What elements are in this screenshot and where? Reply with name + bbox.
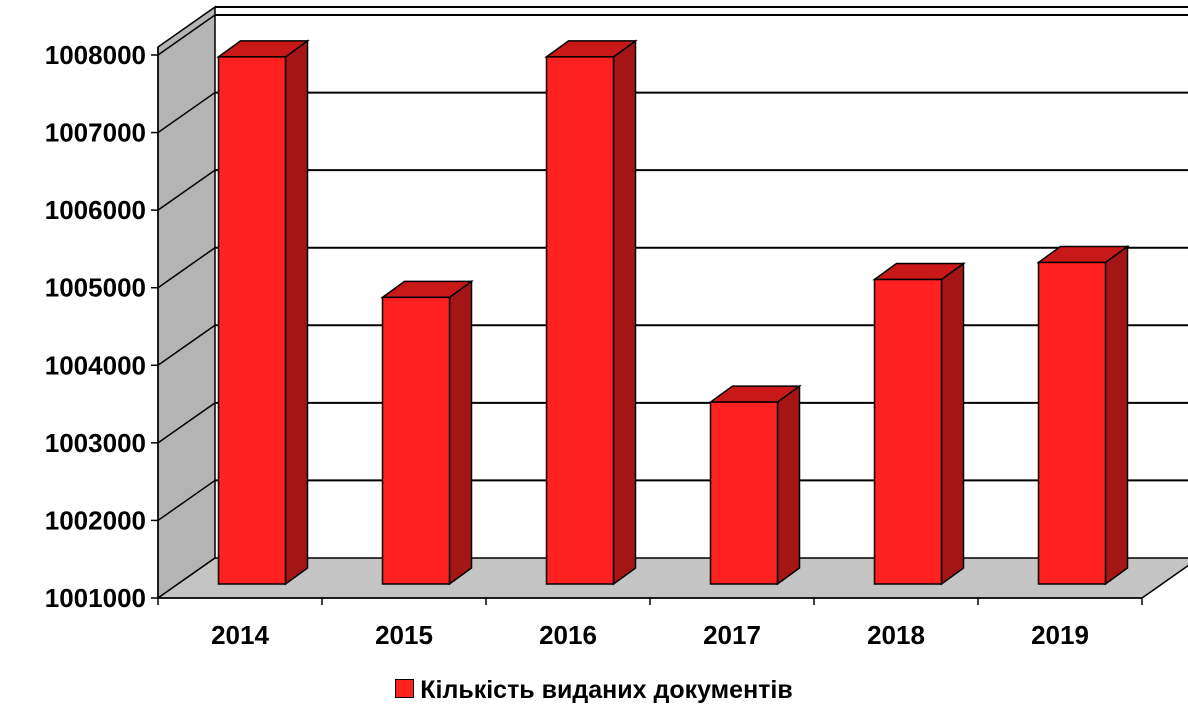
wall-gridline [157,14,216,56]
legend-label: Кількість виданих документів [420,676,793,704]
x-tick-label: 2015 [375,620,433,650]
wall-gridline [157,479,216,522]
bar [873,278,943,585]
floor [155,557,1188,599]
x-tick-label: 2018 [867,620,925,650]
wall-gridline [157,402,216,444]
bar [545,56,615,585]
bar-side [448,279,473,586]
legend: Кількість виданих документів [0,676,1188,705]
bar-side [612,39,637,586]
bar-side [284,39,309,586]
bar-side [776,384,801,586]
side-wall [157,5,216,600]
y-tick-label: 1006000 [45,195,146,225]
bar [381,296,451,585]
x-tick-label: 2017 [703,620,761,650]
bar [1037,261,1107,585]
y-tick-label: 1003000 [45,428,146,458]
y-tick-label: 1008000 [45,40,146,70]
wall-gridline [157,91,216,134]
y-tick-label: 1001000 [45,583,146,613]
y-tick-label: 1004000 [45,350,146,380]
x-tick-label: 2019 [1031,620,1089,650]
bar [709,401,779,585]
y-tick-label: 1007000 [45,118,146,148]
y-tick-label: 1002000 [45,505,146,535]
legend-swatch [395,679,415,698]
wall-gridline [157,247,216,289]
x-tick-label: 2014 [211,620,269,650]
wall-gridline [157,169,216,211]
wall-gridline [157,324,216,366]
bar-side [940,262,965,586]
bar-side [1104,244,1129,586]
bar [217,56,287,585]
x-tick-label: 2016 [539,620,597,650]
y-tick-label: 1005000 [45,273,146,303]
